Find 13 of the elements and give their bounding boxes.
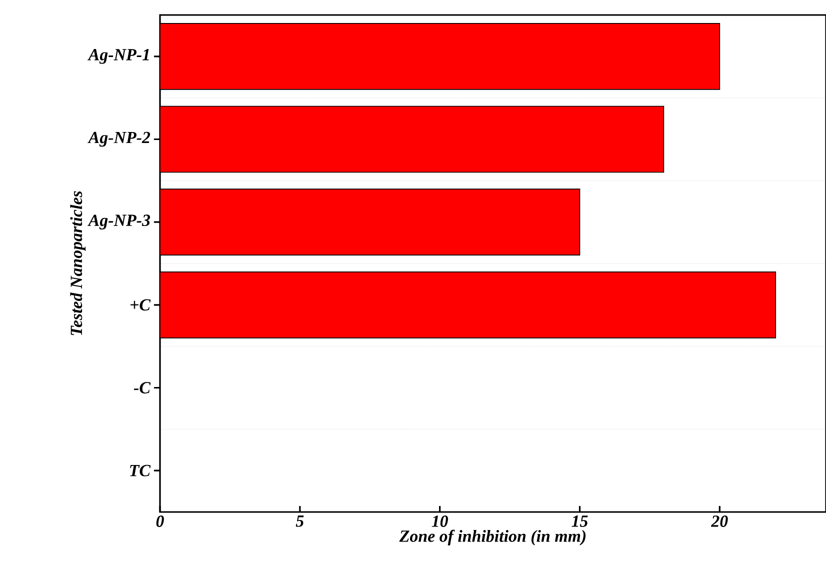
y-tick-label: +C bbox=[130, 299, 151, 311]
x-tick-label: 5 bbox=[296, 516, 304, 527]
y-tick-label: Ag-NP-1 bbox=[88, 49, 149, 64]
y-tick-label: TC bbox=[130, 464, 151, 476]
x-axis-title: Zone of inhibition (in mm) bbox=[399, 530, 586, 546]
x-tick-label: 15 bbox=[572, 516, 588, 527]
y-tick-label: Ag-NP-2 bbox=[88, 132, 150, 147]
y-axis-title: Tested Nanoparticles bbox=[70, 191, 86, 336]
y-tick-label: -C bbox=[134, 382, 151, 394]
x-tick-label: 10 bbox=[432, 516, 448, 527]
x-tick-label: 0 bbox=[156, 516, 164, 527]
y-tick-label: Ag-NP-3 bbox=[88, 214, 150, 230]
x-tick-label: 20 bbox=[711, 516, 728, 527]
